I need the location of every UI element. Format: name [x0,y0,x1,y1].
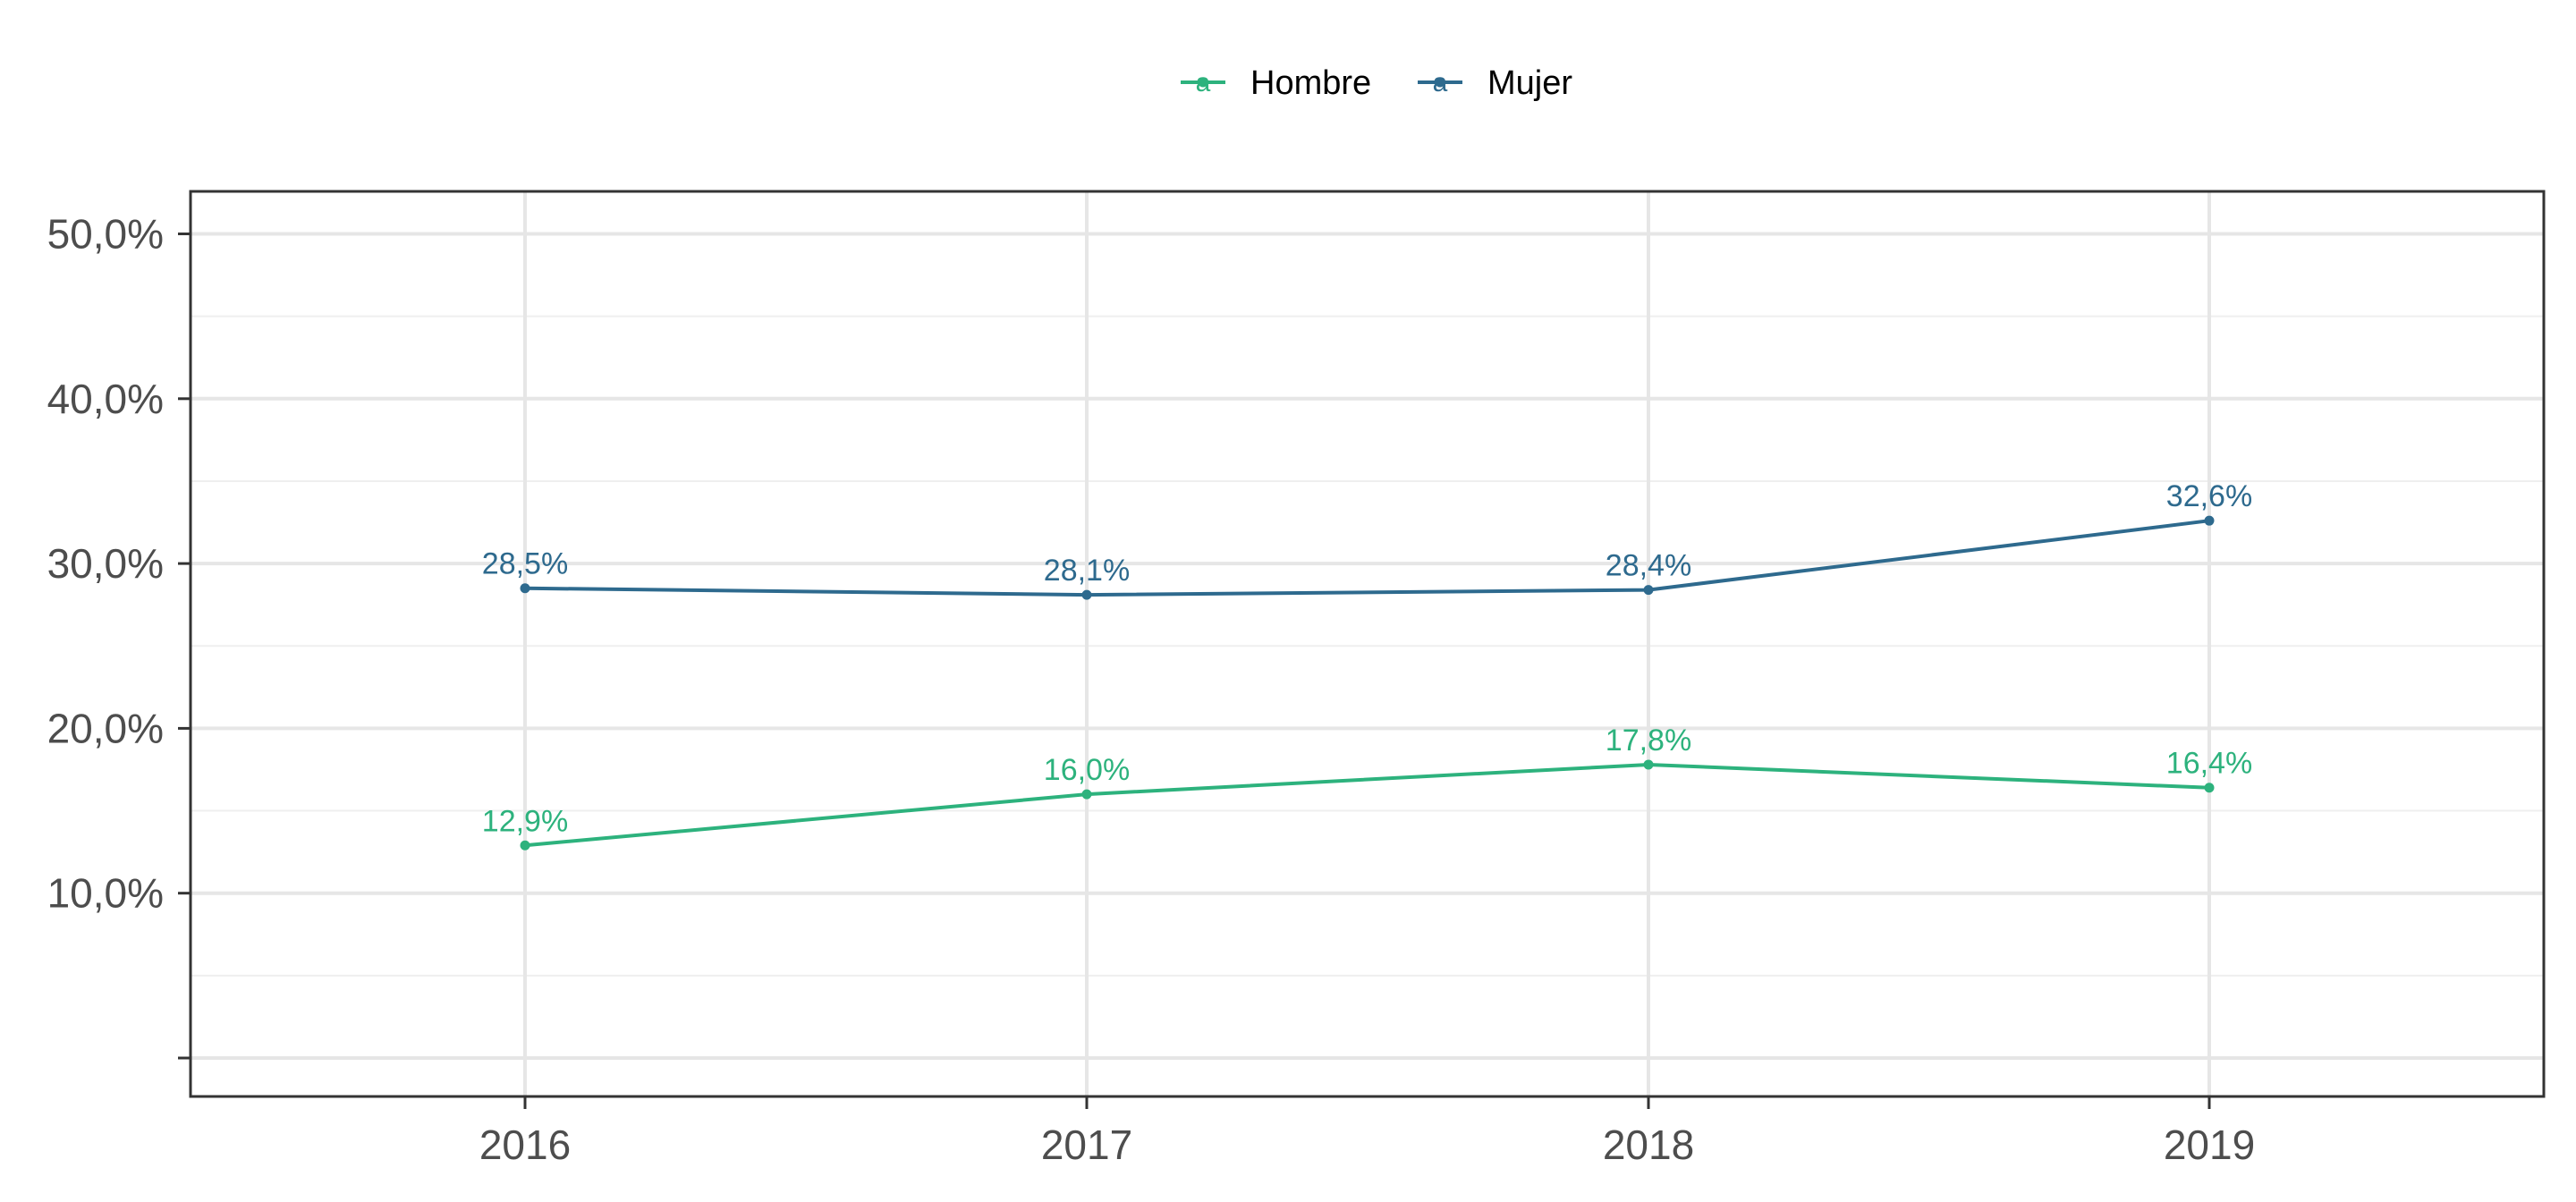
data-label-hombre: 17,8% [1606,724,1691,758]
x-tick-label: 2017 [1041,1122,1132,1168]
data-label-hombre: 12,9% [482,804,568,838]
axes: 10,0% 20,0% 30,0% 40,0% 50,0% 2016 2017 2018 201… [47,211,2256,1169]
legend-label-hombre: Hombre [1250,64,1371,102]
data-point-hombre [1643,759,1654,770]
series-line-mujer [524,519,2210,597]
legend-key-glyph-mujer: a [1433,68,1448,97]
panel-border [189,190,2546,1098]
y-tick-label: 50,0% [47,211,164,258]
data-label-mujer: 28,1% [1044,554,1130,588]
series-line-hombre [524,762,2210,848]
x-tick-label: 2016 [479,1122,571,1168]
data-label-hombre: 16,4% [2166,747,2252,781]
legend-key-point-hombre [1198,77,1208,88]
x-tick-label: 2019 [2164,1122,2255,1168]
series-layer: 12,9% 16,0% 17,8% 16,4% 28,5% 28,1% 28,4% 32,6% [482,479,2252,851]
data-point-mujer [1643,585,1654,596]
data-point-hombre [1081,789,1092,800]
y-tick-label: 30,0% [47,540,164,587]
legend-label-mujer: Mujer [1487,64,1572,102]
x-tick-label: 2018 [1603,1122,1694,1168]
y-tick-label: 10,0% [47,870,164,917]
data-point-hombre [2204,783,2215,793]
legend: a Hombre a Mujer [1181,64,1572,102]
data-point-hombre [520,840,530,851]
data-label-mujer: 32,6% [2166,479,2252,513]
legend-key-glyph-hombre: a [1196,68,1211,97]
y-tick-label: 40,0% [47,376,164,422]
y-tick-label: 20,0% [47,705,164,751]
data-label-mujer: 28,5% [482,547,568,581]
legend-key-point-mujer [1435,77,1445,88]
data-point-mujer [520,583,530,594]
data-label-mujer: 28,4% [1606,549,1691,583]
grid [191,191,2544,1096]
data-point-mujer [1081,589,1092,600]
data-label-hombre: 16,0% [1044,753,1130,787]
data-point-mujer [2204,515,2215,526]
